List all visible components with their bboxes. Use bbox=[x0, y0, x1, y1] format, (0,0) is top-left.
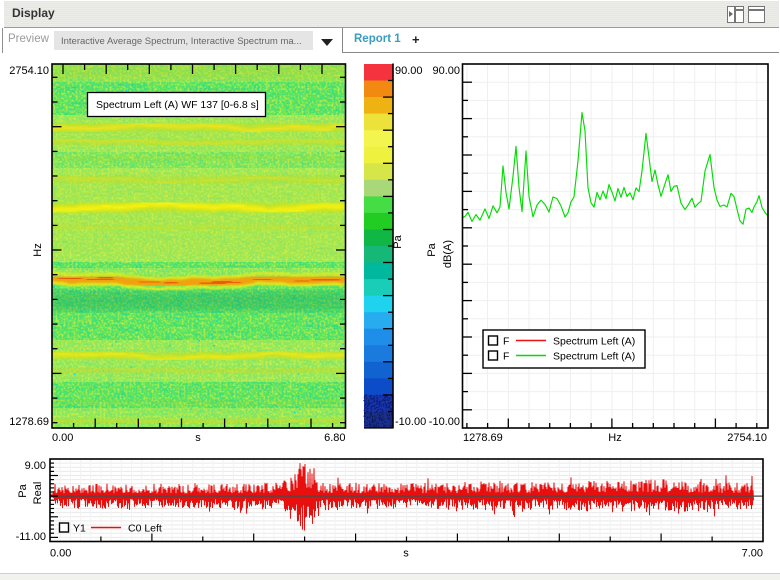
svg-text:-10.00: -10.00 bbox=[429, 416, 460, 428]
svg-text:9.00: 9.00 bbox=[25, 460, 46, 472]
svg-text:90.00: 90.00 bbox=[432, 65, 460, 77]
svg-text:0.00: 0.00 bbox=[52, 432, 73, 444]
svg-text:1278.69: 1278.69 bbox=[463, 432, 503, 444]
svg-text:Spectrum Left (A) WF 137 [0-6.: Spectrum Left (A) WF 137 [0-6.8 s] bbox=[96, 99, 259, 111]
svg-text:dB(A): dB(A) bbox=[442, 240, 454, 268]
svg-text:-11.00: -11.00 bbox=[16, 531, 46, 543]
svg-text:s: s bbox=[195, 432, 201, 444]
svg-text:Y1: Y1 bbox=[73, 523, 86, 535]
svg-text:Pa: Pa bbox=[17, 483, 29, 497]
svg-text:2754.10: 2754.10 bbox=[9, 65, 49, 77]
svg-text:Spectrum Left (A): Spectrum Left (A) bbox=[553, 351, 635, 363]
svg-text:C0 Left: C0 Left bbox=[128, 523, 162, 535]
svg-text:7.00: 7.00 bbox=[742, 548, 763, 560]
svg-text:Pa: Pa bbox=[392, 234, 404, 248]
svg-text:F: F bbox=[503, 351, 509, 363]
svg-text:90.00: 90.00 bbox=[395, 65, 423, 77]
svg-text:1278.69: 1278.69 bbox=[9, 416, 49, 428]
svg-text:6.80: 6.80 bbox=[324, 432, 345, 444]
svg-text:F: F bbox=[503, 336, 509, 348]
svg-text:s: s bbox=[403, 548, 409, 560]
svg-text:Hz: Hz bbox=[608, 432, 621, 444]
svg-text:-10.00: -10.00 bbox=[395, 416, 426, 428]
svg-text:0.00: 0.00 bbox=[50, 548, 71, 560]
svg-text:Pa: Pa bbox=[426, 242, 438, 256]
svg-text:2754.10: 2754.10 bbox=[727, 432, 767, 444]
svg-text:Hz: Hz bbox=[32, 243, 44, 256]
svg-text:Spectrum Left (A): Spectrum Left (A) bbox=[553, 336, 635, 348]
svg-text:Real: Real bbox=[32, 482, 44, 505]
